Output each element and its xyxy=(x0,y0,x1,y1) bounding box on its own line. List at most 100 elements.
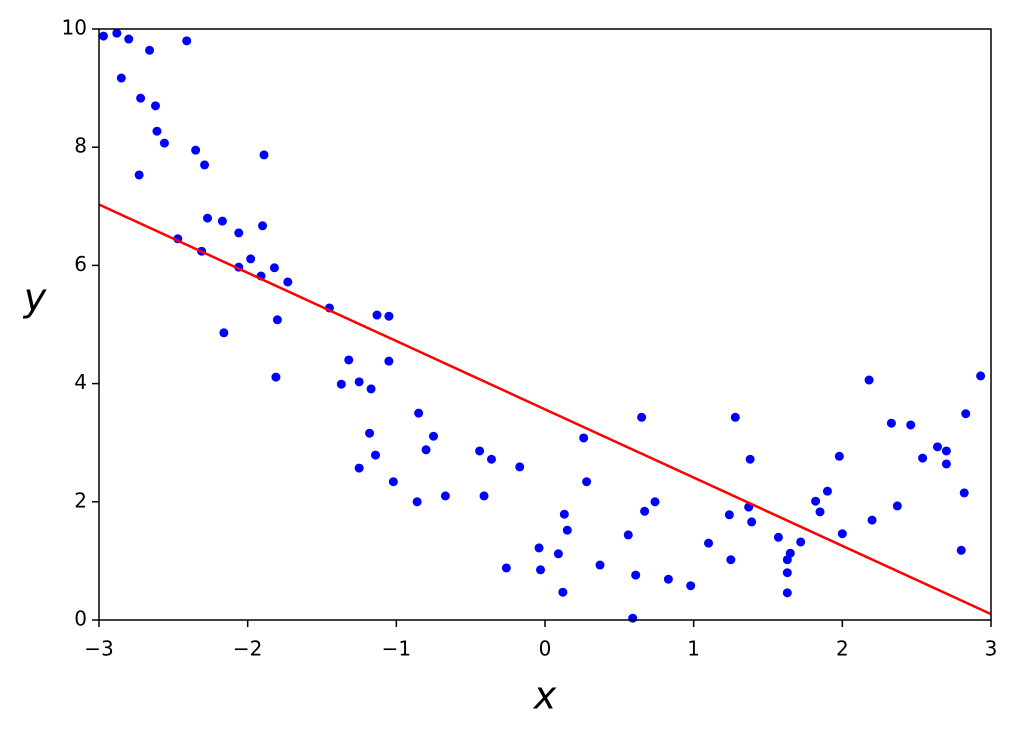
point xyxy=(640,506,650,516)
point xyxy=(834,451,844,461)
point xyxy=(959,488,969,498)
y-axis-label: y xyxy=(23,276,47,320)
point xyxy=(475,446,485,456)
point xyxy=(623,530,633,540)
point xyxy=(384,356,394,366)
point xyxy=(558,587,568,597)
point xyxy=(650,497,660,507)
y-tick-label: 4 xyxy=(74,370,87,394)
x-axis-label: x xyxy=(533,674,557,718)
point xyxy=(354,463,364,473)
x-tick-label: −2 xyxy=(233,637,262,661)
point xyxy=(918,453,928,463)
point xyxy=(203,213,213,223)
point xyxy=(811,496,821,506)
point xyxy=(553,549,563,559)
point xyxy=(388,477,398,487)
point xyxy=(864,375,874,385)
point xyxy=(414,408,424,418)
y-tick-label: 10 xyxy=(62,16,87,40)
point xyxy=(182,36,192,46)
point xyxy=(344,355,354,365)
point xyxy=(886,418,896,428)
point xyxy=(582,477,592,487)
point xyxy=(145,45,155,55)
point xyxy=(159,138,169,148)
point xyxy=(726,555,736,565)
point xyxy=(259,150,269,160)
point xyxy=(867,515,877,525)
point xyxy=(628,613,638,623)
point xyxy=(246,254,256,264)
point xyxy=(372,310,382,320)
y-tick-label: 0 xyxy=(74,607,87,631)
point xyxy=(336,379,346,389)
point xyxy=(366,384,376,394)
point xyxy=(773,532,783,542)
line xyxy=(98,203,992,616)
point xyxy=(704,538,714,548)
point xyxy=(421,445,431,455)
point xyxy=(782,555,792,565)
y-tick-label: 8 xyxy=(74,134,87,158)
point xyxy=(271,372,281,382)
point xyxy=(371,450,381,460)
point xyxy=(892,501,902,511)
point xyxy=(200,160,210,170)
x-tick-label: −3 xyxy=(84,637,113,661)
point xyxy=(136,93,146,103)
point xyxy=(559,509,569,519)
point xyxy=(479,491,489,501)
point xyxy=(724,510,734,520)
point xyxy=(595,560,605,570)
x-tick-label: −1 xyxy=(382,637,411,661)
point xyxy=(956,545,966,555)
point xyxy=(534,543,544,553)
point xyxy=(272,315,282,325)
point xyxy=(98,31,108,41)
point xyxy=(730,412,740,422)
point xyxy=(384,311,394,321)
point xyxy=(536,565,546,575)
point xyxy=(429,431,438,441)
point xyxy=(515,462,525,472)
x-tick-label: 1 xyxy=(687,637,700,661)
point xyxy=(116,73,126,83)
point xyxy=(941,446,951,456)
plot-frame xyxy=(98,28,992,621)
point xyxy=(440,491,450,501)
point xyxy=(961,409,971,419)
point xyxy=(112,28,122,38)
x-tick-label: 2 xyxy=(836,637,849,661)
point xyxy=(269,263,279,273)
point xyxy=(782,568,792,578)
point xyxy=(663,574,673,584)
point xyxy=(486,454,496,464)
point xyxy=(796,537,806,547)
point xyxy=(686,581,696,591)
x-tick-label: 0 xyxy=(539,637,552,661)
point xyxy=(150,101,160,111)
point xyxy=(365,428,375,438)
point xyxy=(562,525,572,535)
point xyxy=(782,588,792,598)
point xyxy=(412,497,422,507)
y-tick-label: 6 xyxy=(74,252,87,276)
point xyxy=(941,459,951,469)
x-tick-label: 3 xyxy=(985,637,998,661)
point xyxy=(837,529,847,539)
point xyxy=(234,228,244,238)
point xyxy=(815,507,825,517)
point xyxy=(191,145,201,155)
point xyxy=(745,454,755,464)
point xyxy=(134,170,144,180)
point xyxy=(822,486,832,496)
point xyxy=(631,570,641,580)
y-tick-label: 2 xyxy=(74,488,87,512)
point xyxy=(124,34,134,44)
point xyxy=(501,563,511,573)
point xyxy=(906,420,916,430)
point xyxy=(152,126,162,136)
point xyxy=(219,328,229,338)
